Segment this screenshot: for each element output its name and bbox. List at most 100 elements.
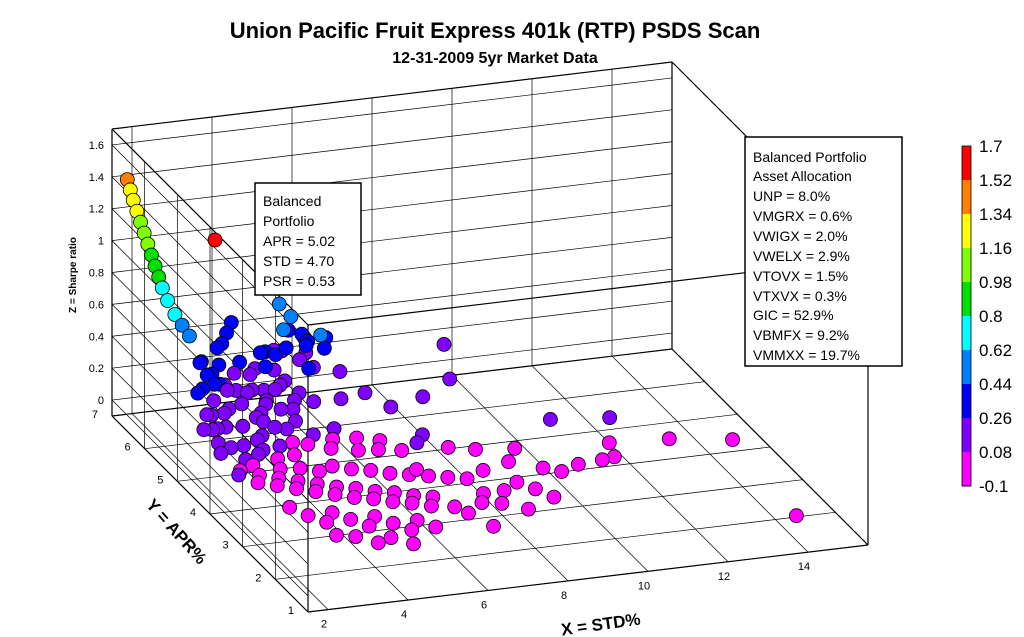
z-tick-label: 0.2	[89, 363, 104, 375]
y-tick-label: 5	[157, 474, 163, 486]
data-point	[167, 307, 183, 322]
data-point	[385, 494, 401, 510]
data-point	[370, 535, 386, 551]
data-point	[308, 484, 324, 499]
data-point	[543, 412, 558, 427]
data-point	[283, 309, 299, 324]
data-point	[363, 462, 379, 478]
data-point	[250, 475, 266, 491]
z-axis-label: Z = Sharpe ratio	[68, 237, 79, 313]
data-point	[306, 394, 322, 410]
frame-edge	[671, 348, 869, 546]
grid-line	[111, 77, 673, 146]
data-point	[271, 296, 287, 312]
box-std: STD = 4.70	[263, 253, 334, 269]
colorbar-label: -0.1	[979, 477, 1008, 496]
data-point	[286, 447, 302, 463]
data-point	[461, 505, 476, 521]
colorbar-swatch	[962, 384, 971, 419]
grid-line	[144, 381, 705, 450]
data-point	[357, 385, 373, 401]
colorbar-label: 1.16	[979, 239, 1012, 258]
asset-allocation-box: Balanced Portfolio Asset Allocation UNP …	[744, 136, 903, 367]
data-point	[789, 508, 804, 524]
data-point	[423, 498, 439, 514]
alloc-title-line-2: Asset Allocation	[753, 168, 852, 184]
x-tick-label: 2	[321, 619, 327, 631]
data-point	[440, 469, 456, 485]
data-point	[602, 410, 618, 426]
data-point	[181, 328, 197, 344]
y-tick-label: 2	[255, 572, 261, 584]
x-tick-label: 8	[561, 590, 567, 602]
data-point	[312, 463, 327, 479]
data-point	[501, 454, 516, 470]
data-point	[474, 495, 490, 510]
data-point	[269, 478, 285, 494]
colorbar-swatch	[962, 452, 971, 487]
data-point	[190, 385, 206, 401]
grid-line	[111, 237, 673, 305]
data-point	[546, 489, 562, 505]
x-tick-label: 14	[798, 561, 810, 573]
frame-edge	[111, 61, 673, 130]
data-point	[300, 508, 316, 523]
z-tick-label: 1.4	[89, 172, 104, 184]
y-tick-label: 4	[190, 507, 196, 519]
colorbar-outline	[961, 145, 972, 487]
z-tick-label: 1.2	[89, 204, 104, 216]
y-tick-label: 7	[92, 409, 98, 421]
colorbar-swatch	[962, 316, 971, 351]
data-point	[192, 355, 208, 371]
data-point	[324, 458, 340, 474]
data-point	[319, 514, 335, 530]
data-point	[235, 418, 251, 434]
data-point	[236, 438, 252, 454]
data-point	[301, 361, 317, 376]
chart-title: Union Pacific Fruit Express 401k (RTP) P…	[230, 18, 761, 43]
grid-line	[111, 109, 673, 178]
z-tick-label: 1	[98, 236, 104, 248]
data-point	[442, 371, 458, 387]
data-point	[276, 322, 292, 338]
data-point	[332, 364, 348, 379]
data-point	[289, 481, 304, 497]
data-point	[272, 438, 288, 454]
data-point	[725, 432, 740, 448]
data-point	[219, 382, 235, 398]
data-point	[440, 440, 456, 455]
alloc-vwigx: VWIGX = 2.0%	[753, 228, 848, 244]
z-tick-label: 0.4	[89, 331, 104, 343]
x-tick-label: 4	[401, 609, 407, 621]
x-axis-label: X = STD%	[560, 610, 642, 637]
data-point	[267, 419, 283, 435]
data-point	[154, 280, 170, 296]
data-point	[421, 468, 436, 484]
data-point	[329, 527, 344, 543]
data-point	[570, 456, 586, 472]
data-point	[282, 499, 298, 515]
grid-line	[111, 268, 673, 337]
data-point	[174, 317, 190, 333]
data-point	[206, 393, 222, 409]
z-tick-label: 0	[98, 395, 104, 407]
data-point	[370, 442, 386, 457]
data-point	[348, 529, 364, 545]
data-point	[333, 391, 349, 407]
grid-line	[111, 141, 673, 210]
colorbar-swatch	[962, 350, 971, 385]
data-point	[366, 491, 382, 507]
chart-subtitle: 12-31-2009 5yr Market Data	[392, 50, 598, 67]
data-point	[521, 501, 536, 517]
data-point	[349, 430, 365, 446]
data-point	[313, 327, 329, 343]
box-apr: APR = 5.02	[263, 233, 335, 249]
data-point	[267, 381, 283, 397]
data-point	[554, 464, 569, 479]
colorbar: 1.7 1.52 1.34 1.16 0.98 0.8 0.62 0.44 0.26 0.08 -0…	[961, 137, 1012, 496]
data-point	[409, 435, 425, 451]
data-point	[459, 471, 475, 487]
data-point	[383, 399, 399, 415]
data-point	[292, 352, 308, 368]
